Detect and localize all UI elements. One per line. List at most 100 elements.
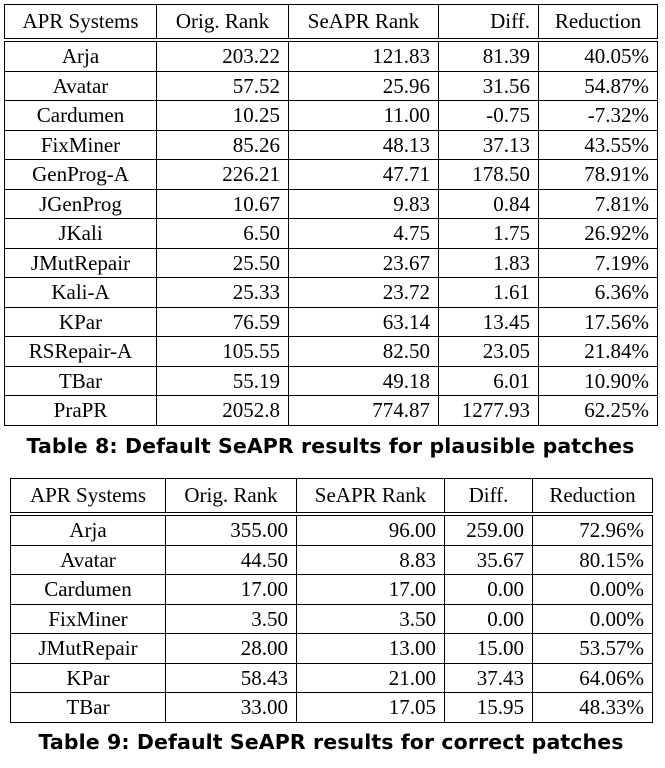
value-cell: 96.00	[296, 513, 445, 546]
table-8: APR Systems Orig. Rank SeAPR Rank Diff. …	[4, 4, 658, 426]
value-cell: 11.00	[288, 100, 439, 131]
value-cell: 10.67	[156, 188, 289, 219]
column-header: Orig. Rank	[165, 478, 297, 516]
apr-system-cell: Cardumen	[4, 100, 157, 131]
table-row: KPar 58.43 21.00 37.43 64.06%	[10, 662, 653, 693]
apr-system-cell: PraPR	[4, 395, 157, 426]
value-cell: 25.50	[156, 247, 289, 278]
value-cell: 15.00	[444, 633, 533, 664]
value-cell: 48.13	[288, 129, 439, 160]
value-cell: 64.06%	[532, 662, 653, 693]
value-cell: 57.52	[156, 70, 289, 101]
column-header: SeAPR Rank	[296, 478, 445, 516]
apr-system-cell: Arja	[10, 513, 166, 546]
value-cell: 105.55	[156, 336, 289, 367]
value-cell: 23.05	[438, 336, 539, 367]
value-cell: 28.00	[165, 633, 297, 664]
value-cell: 121.83	[288, 39, 439, 72]
table-row: Arja 355.00 96.00 259.00 72.96%	[10, 513, 653, 546]
apr-system-cell: Avatar	[10, 544, 166, 575]
value-cell: 15.95	[444, 692, 533, 723]
table-row: JMutRepair 28.00 13.00 15.00 53.57%	[10, 633, 653, 664]
apr-system-cell: FixMiner	[10, 603, 166, 634]
apr-system-cell: JMutRepair	[4, 247, 157, 278]
value-cell: 7.81%	[538, 188, 658, 219]
value-cell: 54.87%	[538, 70, 658, 101]
table-9-block: APR Systems Orig. Rank SeAPR Rank Diff. …	[10, 478, 653, 754]
table-row: Kali-A 25.33 23.72 1.61 6.36%	[4, 277, 658, 308]
table-8-caption: Table 8: Default SeAPR results for plaus…	[26, 433, 635, 458]
column-header: SeAPR Rank	[288, 4, 439, 42]
value-cell: 48.33%	[532, 692, 653, 723]
table-header-row: APR Systems Orig. Rank SeAPR Rank Diff. …	[10, 478, 653, 516]
value-cell: 47.71	[288, 159, 439, 190]
value-cell: 25.33	[156, 277, 289, 308]
value-cell: 0.00%	[532, 574, 653, 605]
column-header: Reduction	[538, 4, 658, 42]
column-header: Diff.	[444, 478, 533, 516]
column-header: APR Systems	[10, 478, 166, 516]
value-cell: 23.67	[288, 247, 439, 278]
table-row: TBar 33.00 17.05 15.95 48.33%	[10, 692, 653, 723]
value-cell: 40.05%	[538, 39, 658, 72]
value-cell: 55.19	[156, 365, 289, 396]
column-header: Diff.	[438, 4, 539, 42]
value-cell: 21.84%	[538, 336, 658, 367]
table-row: Cardumen 17.00 17.00 0.00 0.00%	[10, 574, 653, 605]
value-cell: 49.18	[288, 365, 439, 396]
value-cell: 3.50	[165, 603, 297, 634]
value-cell: 63.14	[288, 306, 439, 337]
apr-system-cell: GenProg-A	[4, 159, 157, 190]
apr-system-cell: Cardumen	[10, 574, 166, 605]
value-cell: 774.87	[288, 395, 439, 426]
apr-system-cell: Kali-A	[4, 277, 157, 308]
value-cell: 8.83	[296, 544, 445, 575]
apr-system-cell: JMutRepair	[10, 633, 166, 664]
value-cell: 82.50	[288, 336, 439, 367]
value-cell: 62.25%	[538, 395, 658, 426]
value-cell: 9.83	[288, 188, 439, 219]
value-cell: 37.13	[438, 129, 539, 160]
table-row: JGenProg 10.67 9.83 0.84 7.81%	[4, 188, 658, 219]
apr-system-cell: KPar	[4, 306, 157, 337]
table-row: Arja 203.22 121.83 81.39 40.05%	[4, 39, 658, 72]
value-cell: 35.67	[444, 544, 533, 575]
value-cell: 21.00	[296, 662, 445, 693]
value-cell: 78.91%	[538, 159, 658, 190]
table-row: GenProg-A 226.21 47.71 178.50 78.91%	[4, 159, 658, 190]
value-cell: 7.19%	[538, 247, 658, 278]
value-cell: -7.32%	[538, 100, 658, 131]
value-cell: 76.59	[156, 306, 289, 337]
table-row: JKali 6.50 4.75 1.75 26.92%	[4, 218, 658, 249]
value-cell: 17.05	[296, 692, 445, 723]
value-cell: 17.00	[296, 574, 445, 605]
value-cell: 1.61	[438, 277, 539, 308]
value-cell: 0.00%	[532, 603, 653, 634]
apr-system-cell: FixMiner	[4, 129, 157, 160]
table-row: Avatar 44.50 8.83 35.67 80.15%	[10, 544, 653, 575]
value-cell: 0.00	[444, 603, 533, 634]
apr-system-cell: RSRepair-A	[4, 336, 157, 367]
value-cell: 1.83	[438, 247, 539, 278]
table-8-block: APR Systems Orig. Rank SeAPR Rank Diff. …	[4, 4, 658, 458]
value-cell: 17.00	[165, 574, 297, 605]
value-cell: 6.36%	[538, 277, 658, 308]
table-row: FixMiner 3.50 3.50 0.00 0.00%	[10, 603, 653, 634]
value-cell: 23.72	[288, 277, 439, 308]
apr-system-cell: JGenProg	[4, 188, 157, 219]
value-cell: 355.00	[165, 513, 297, 546]
value-cell: 26.92%	[538, 218, 658, 249]
value-cell: 203.22	[156, 39, 289, 72]
value-cell: -0.75	[438, 100, 539, 131]
value-cell: 0.84	[438, 188, 539, 219]
table-row: Cardumen 10.25 11.00 -0.75 -7.32%	[4, 100, 658, 131]
value-cell: 44.50	[165, 544, 297, 575]
value-cell: 6.50	[156, 218, 289, 249]
apr-system-cell: Avatar	[4, 70, 157, 101]
table-row: PraPR 2052.8 774.87 1277.93 62.25%	[4, 395, 658, 426]
value-cell: 1277.93	[438, 395, 539, 426]
value-cell: 85.26	[156, 129, 289, 160]
column-header: Reduction	[532, 478, 653, 516]
value-cell: 226.21	[156, 159, 289, 190]
value-cell: 259.00	[444, 513, 533, 546]
